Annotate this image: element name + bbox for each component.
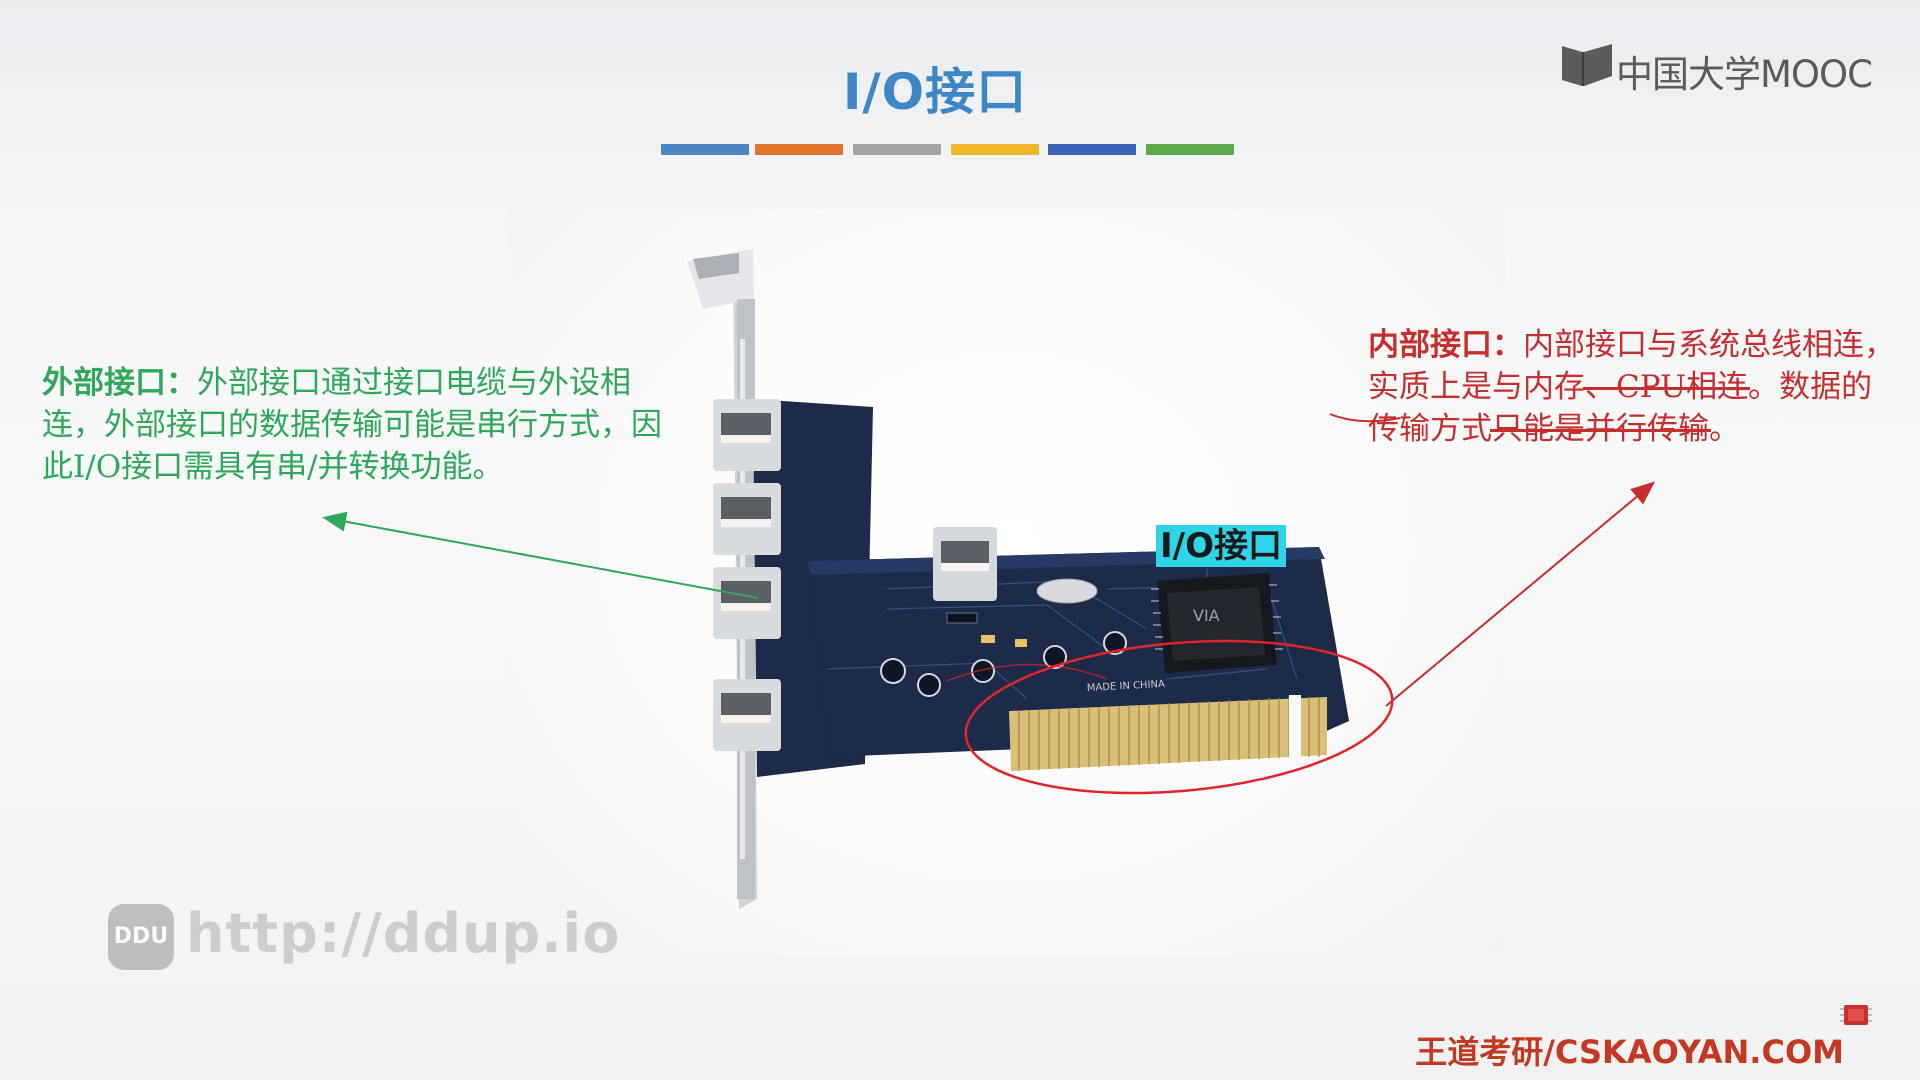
slide-title: I/O接口 <box>842 63 1028 121</box>
external-interface-colon: ： <box>166 365 197 401</box>
title-bar-blue <box>661 144 749 155</box>
internal-interface-struck-1: 、CPU相连 <box>1585 369 1749 405</box>
book-icon <box>1562 44 1612 86</box>
internal-interface-note: 内部接口：内部接口与系统总线相连，实质上是与内存、CPU相连。数据的传输方式只能… <box>1368 324 1898 450</box>
internal-interface-body-3: 。 <box>1709 411 1740 447</box>
io-interface-label: I/O接口 <box>1156 525 1286 567</box>
chip-icon <box>1840 1005 1872 1025</box>
external-interface-term: 外部接口 <box>42 365 166 401</box>
internal-interface-body-1: 内部接口与系统总线相连，实质上是与内存 <box>1368 327 1895 405</box>
title-bar-orange <box>755 144 843 155</box>
footer-credit: 王道考研/CSKAOYAN.COM <box>1415 1033 1844 1071</box>
title-bar-navy <box>1048 144 1136 155</box>
ddu-watermark-badge: DDU <box>108 904 174 970</box>
title-bar-green <box>1146 144 1234 155</box>
usb-port-group <box>713 399 781 751</box>
internal-interface-colon: ： <box>1492 327 1523 363</box>
pci-card-illustration: VIA MADE IN CHINA <box>687 249 1394 909</box>
usb-pci-card-photo: VIA MADE IN CHINA <box>507 209 1505 958</box>
logo-text: 中国大学MOOC <box>1616 53 1873 96</box>
title-bar-gray <box>853 144 941 155</box>
internal-interface-term: 内部接口 <box>1368 327 1492 363</box>
ddu-watermark-url: http://ddup.io <box>186 902 621 965</box>
internal-interface-struck-2: 只能是并行传输 <box>1492 411 1709 447</box>
svg-text:VIA: VIA <box>1193 606 1220 625</box>
external-interface-note: 外部接口：外部接口通过接口电缆与外设相连，外部接口的数据传输可能是串行方式，因此… <box>42 362 662 488</box>
board-print-text: MADE IN CHINA <box>1087 679 1166 694</box>
title-bar-yellow <box>951 144 1039 155</box>
external-interface-body: 外部接口通过接口电缆与外设相连，外部接口的数据传输可能是串行方式，因此I/O接口… <box>42 365 662 485</box>
